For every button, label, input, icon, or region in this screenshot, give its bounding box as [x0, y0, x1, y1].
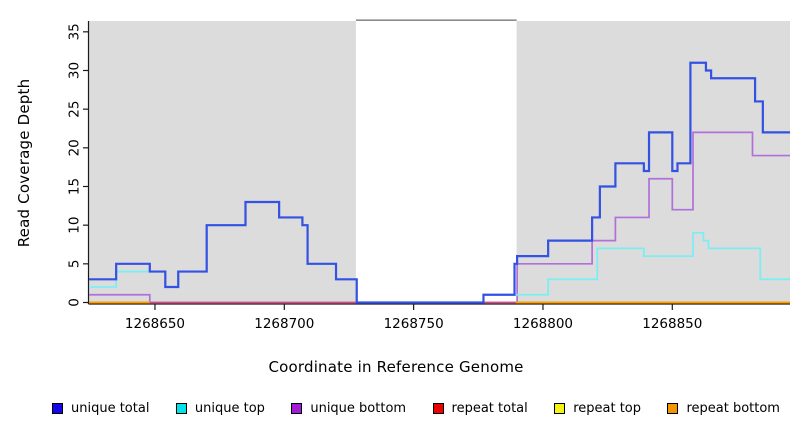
- y-axis-title: Read Coverage Depth: [15, 78, 33, 248]
- y-tick-label: 10: [67, 217, 83, 234]
- y-tick-label: 15: [67, 178, 83, 195]
- legend-label-unique-bottom: unique bottom: [310, 400, 407, 416]
- y-tick-label: 20: [67, 139, 83, 156]
- legend-label-repeat-bottom: repeat bottom: [686, 400, 780, 416]
- legend-swatch-repeat-bottom: [667, 402, 679, 414]
- legend-swatch-unique-total: [52, 402, 63, 414]
- legend-item-repeat-bottom: repeat bottom: [667, 401, 780, 416]
- shaded-coverage-region: [516, 21, 790, 304]
- legend-label-unique-total: unique total: [71, 400, 150, 416]
- series-unique-total: [89, 61, 790, 304]
- legend-swatch-repeat-total: [432, 402, 444, 414]
- legend-item-unique-top: unique top: [175, 400, 265, 416]
- shaded-coverage-region: [89, 21, 356, 304]
- legend-item-repeat-total: repeat total: [432, 400, 528, 416]
- y-tick-label: 0: [67, 298, 83, 307]
- y-tick-label: 30: [67, 62, 83, 79]
- x-tick-label: 1268650: [125, 316, 185, 332]
- legend-item-unique-bottom: unique bottom: [291, 401, 406, 416]
- legend-swatch-repeat-top: [554, 402, 566, 414]
- legend-item-repeat-top: repeat top: [554, 401, 641, 416]
- legend-item-unique-total: unique total: [52, 401, 149, 416]
- x-tick-label: 1268850: [642, 316, 702, 332]
- x-axis-title: Coordinate in Reference Genome: [268, 358, 524, 376]
- y-tick-label: 5: [67, 260, 83, 269]
- y-tick-label: 25: [67, 101, 83, 118]
- x-tick-label: 1268700: [254, 316, 314, 332]
- legend: unique total unique top unique bottom repea…: [0, 396, 792, 420]
- x-tick-label: 1268800: [513, 316, 573, 332]
- legend-label-repeat-total: repeat total: [451, 400, 528, 416]
- y-tick-label: 35: [67, 23, 83, 40]
- legend-label-repeat-top: repeat top: [573, 400, 641, 416]
- x-tick-label: 1268750: [384, 316, 444, 332]
- legend-label-unique-top: unique top: [194, 400, 265, 416]
- legend-swatch-unique-top: [175, 402, 187, 414]
- legend-swatch-unique-bottom: [291, 402, 303, 414]
